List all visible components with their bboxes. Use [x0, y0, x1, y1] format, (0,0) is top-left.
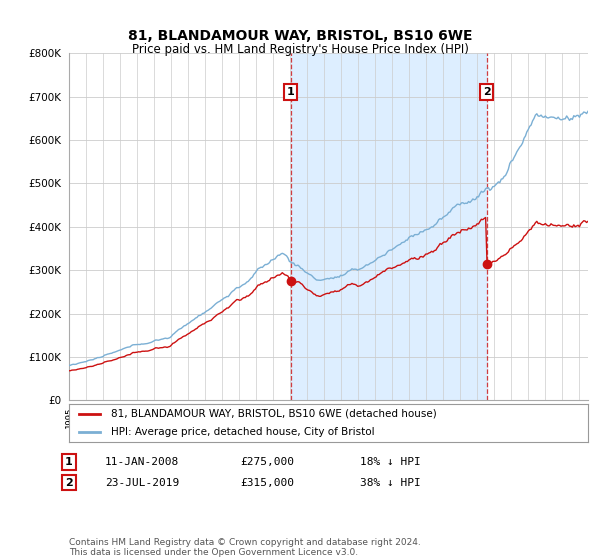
Text: Contains HM Land Registry data © Crown copyright and database right 2024.
This d: Contains HM Land Registry data © Crown c…	[69, 538, 421, 557]
Text: 38% ↓ HPI: 38% ↓ HPI	[360, 478, 421, 488]
Text: 18% ↓ HPI: 18% ↓ HPI	[360, 457, 421, 467]
Text: 81, BLANDAMOUR WAY, BRISTOL, BS10 6WE (detached house): 81, BLANDAMOUR WAY, BRISTOL, BS10 6WE (d…	[110, 409, 436, 419]
Text: 1: 1	[287, 87, 295, 97]
Text: 2: 2	[483, 87, 491, 97]
Text: HPI: Average price, detached house, City of Bristol: HPI: Average price, detached house, City…	[110, 427, 374, 437]
Text: £315,000: £315,000	[240, 478, 294, 488]
Text: 11-JAN-2008: 11-JAN-2008	[105, 457, 179, 467]
Bar	[291, 53, 487, 400]
Text: 81, BLANDAMOUR WAY, BRISTOL, BS10 6WE: 81, BLANDAMOUR WAY, BRISTOL, BS10 6WE	[128, 29, 472, 44]
Text: 23-JUL-2019: 23-JUL-2019	[105, 478, 179, 488]
Text: £275,000: £275,000	[240, 457, 294, 467]
Text: 2: 2	[65, 478, 73, 488]
Text: 1: 1	[65, 457, 73, 467]
Text: Price paid vs. HM Land Registry's House Price Index (HPI): Price paid vs. HM Land Registry's House …	[131, 43, 469, 56]
